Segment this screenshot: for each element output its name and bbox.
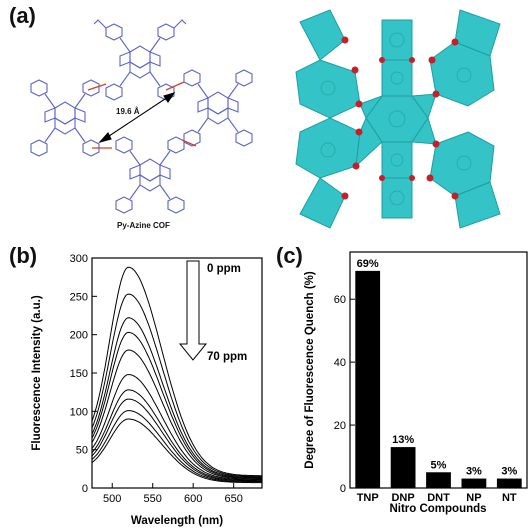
x-tick-label: 550 <box>144 493 162 505</box>
x-axis-label: Nitro Compounds <box>389 503 486 515</box>
pyrene-core-left <box>30 79 100 157</box>
spectrum-line-4 <box>91 349 262 480</box>
y-tick-label: 50 <box>76 445 88 457</box>
y-tick-label: 300 <box>70 253 88 265</box>
cof-red-atoms <box>341 36 459 200</box>
category-label: NT <box>502 492 517 504</box>
concentration-arrow <box>178 260 208 361</box>
y-axis-label: Fluorescence Intensity (a.u.) <box>31 295 43 450</box>
y-tick-label: 100 <box>70 406 88 418</box>
structure-caption: Py-Azine COF <box>117 221 170 230</box>
spectrum-line-9 <box>91 418 262 484</box>
bar-value-label: 69% <box>357 258 379 270</box>
y-axis-label: Degree of Fluorescence Quench (%) <box>304 271 316 469</box>
spectrum-line-1 <box>91 293 262 477</box>
pore-distance-arrow <box>98 92 176 144</box>
x-tick-label: 650 <box>224 493 242 505</box>
bar-tnp <box>355 270 381 488</box>
y-tick-label: 0 <box>82 483 88 495</box>
category-label: DNP <box>391 492 414 504</box>
spectrum-line-7 <box>91 398 262 482</box>
y-tick-label: 40 <box>334 357 346 369</box>
spectrum-line-6 <box>91 389 262 481</box>
cof-3d-rendering <box>270 2 528 234</box>
category-label: TNP <box>357 492 379 504</box>
annotation-70ppm: 70 ppm <box>207 351 247 363</box>
bar-value-label: 5% <box>431 459 447 471</box>
y-tick-label: 250 <box>70 291 88 303</box>
azine-linkers <box>87 81 197 149</box>
x-axis-label: Wavelength (nm) <box>131 515 223 527</box>
panel-a-label: (a) <box>9 3 36 28</box>
pore-distance-label: 19.6 Å <box>116 107 140 116</box>
bar-value-label: 13% <box>392 434 414 446</box>
bar-dnp <box>390 447 416 488</box>
pyrene-core-top <box>93 19 187 101</box>
y-tick-label: 20 <box>334 420 346 432</box>
x-tick-label: 600 <box>184 493 202 505</box>
fluorescence-spectra-chart: 0 50 100 150 200 250 300 500 550 600 650 0 ppm 70… <box>31 253 263 527</box>
spectrum-line-3 <box>91 331 262 479</box>
spectrum-line-8 <box>91 410 262 483</box>
bar-value-label: 3% <box>501 466 517 478</box>
y-tick-label: 0 <box>340 483 346 495</box>
spectrum-line-0 <box>91 266 262 477</box>
y-tick-label: 60 <box>334 294 346 306</box>
spectrum-line-5 <box>91 374 262 480</box>
bar-nt <box>496 478 522 488</box>
category-label: DNT <box>427 492 450 504</box>
y-tick-label: 150 <box>70 368 88 380</box>
bar-dnt <box>426 472 451 488</box>
y-tick-label: 200 <box>70 330 88 342</box>
category-label: NP <box>466 492 481 504</box>
bar-np <box>461 478 487 488</box>
cof-structure-diagram: 19.6 Å Py-Azine COF <box>30 2 528 234</box>
pyrene-core-bottom <box>115 136 185 214</box>
x-tick-label: 500 <box>103 493 121 505</box>
panel-c-label: (c) <box>276 243 303 268</box>
pyrene-core-right <box>183 69 253 147</box>
panel-b-label: (b) <box>9 243 38 268</box>
bar-value-label: 3% <box>466 466 482 478</box>
spectrum-line-2 <box>91 317 262 478</box>
annotation-0ppm: 0 ppm <box>207 263 241 275</box>
quench-bar-chart: 0 20 40 60 69% TNP 13% DNP 5% DNT 3% NP 3% NT Degree… <box>304 251 528 515</box>
